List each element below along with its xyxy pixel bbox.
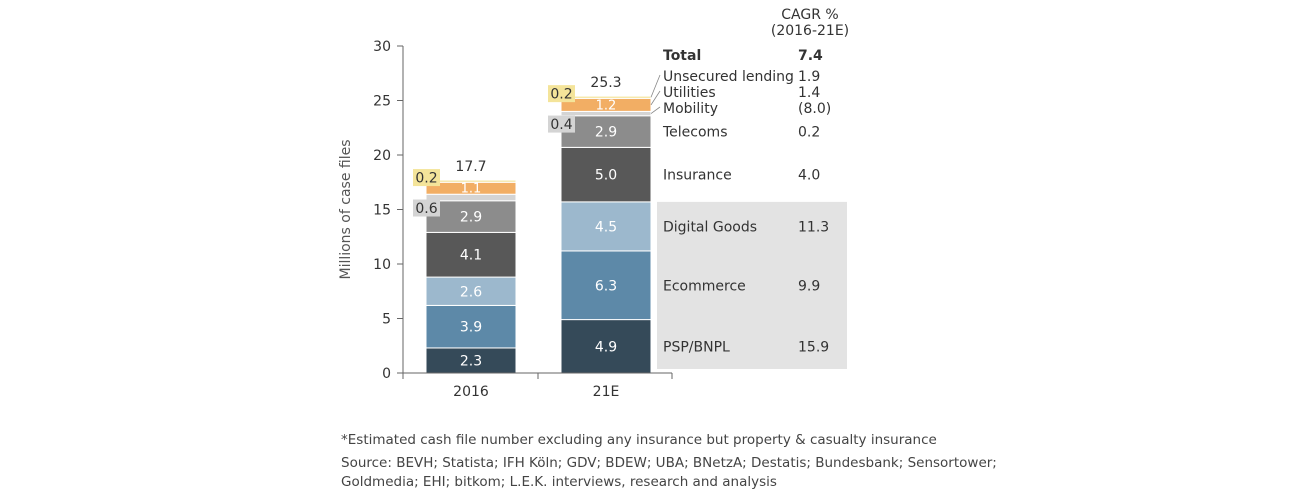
y-axis-label: Millions of case files: [338, 139, 354, 279]
leader-line-unsecured-lending: [650, 74, 661, 98]
footnote-source-line-1: Source: BEVH; Statista; IFH Köln; GDV; B…: [341, 455, 997, 471]
stacked-bar-chart: 17.7 2.3 3.9 2.6 4.1 2.9 1.1 25.3 4.9 6.3 4.5 5.0 2.…: [338, 7, 849, 400]
bar-segment-insurance-21e: [560, 146, 652, 203]
footnote-estimate: *Estimated cash file number excluding an…: [341, 432, 937, 448]
bar-segment-digital-goods-21e: [560, 201, 652, 252]
legend-label-ecommerce: Ecommerce: [663, 278, 746, 294]
callout-label-mobility-2016: 0.6: [415, 201, 437, 217]
legend-label-digital-goods: Digital Goods: [663, 219, 757, 235]
legend-label-mobility: Mobility: [663, 101, 718, 117]
bar-value-label-utilities-21e: 1.2: [596, 98, 617, 113]
footnote-source-line-2: Goldmedia; EHI; bitkom; L.E.K. interview…: [341, 474, 777, 490]
y-tick-label: 5: [382, 312, 391, 328]
bar-segment-telecoms-21e: [560, 115, 652, 148]
bar-value-label-telecoms-2016: 2.9: [460, 210, 482, 226]
cagr-header-line-1: CAGR %: [781, 7, 838, 23]
callout-box-mobility-2016: [413, 199, 440, 217]
legend-cagr-utilities: 1.4: [798, 85, 820, 101]
legend-cagr-digital-goods: 11.3: [798, 219, 829, 235]
bar-segment-psp-bnpl-2016: [425, 347, 517, 374]
bar-total-label-21e: 25.3: [590, 75, 621, 91]
legend-cagr-telecoms: 0.2: [798, 125, 820, 141]
bar-value-label-utilities-2016: 1.1: [461, 182, 482, 197]
bar-value-label-ecommerce-2016: 3.9: [460, 320, 482, 336]
legend-total-cagr: 7.4: [798, 48, 823, 64]
bar-value-label-psp-bnpl-2016: 2.3: [460, 353, 482, 369]
bar-segment-digital-goods-2016: [425, 276, 517, 306]
legend-label-telecoms: Telecoms: [662, 125, 727, 141]
bar-value-label-insurance-21e: 5.0: [595, 168, 617, 184]
legend-cagr-insurance: 4.0: [798, 168, 820, 184]
legend-label-utilities: Utilities: [663, 85, 716, 101]
legend-label-unsecured-lending: Unsecured lending: [663, 69, 794, 85]
callout-label-unsecured-lending-21e: 0.2: [550, 87, 572, 103]
bar-total-label-2016: 17.7: [455, 159, 486, 175]
legend-cagr-mobility: (8.0): [798, 101, 831, 117]
bar-value-label-insurance-2016: 4.1: [460, 248, 482, 264]
cagr-header-line-2: (2016-21E): [771, 23, 849, 39]
y-tick-label: 20: [373, 148, 391, 164]
x-tick-label-21e: 21E: [593, 384, 620, 400]
legend-cagr-psp-bnpl: 15.9: [798, 339, 829, 355]
bar-value-label-psp-bnpl-21e: 4.9: [595, 339, 617, 355]
y-tick-label: 0: [382, 366, 391, 382]
y-tick-label: 10: [373, 257, 391, 273]
callout-label-mobility-21e: 0.4: [550, 117, 572, 133]
y-tick-label: 25: [373, 94, 391, 110]
callout-box-unsecured-lending-21e: [548, 85, 575, 103]
callout-label-unsecured-lending-2016: 0.2: [415, 171, 437, 187]
callout-box-unsecured-lending-2016: [413, 169, 440, 187]
y-tick-label: 30: [373, 39, 391, 55]
leader-line-mobility: [650, 106, 661, 114]
leader-line-utilities: [650, 90, 661, 106]
bar-value-label-telecoms-21e: 2.9: [595, 125, 617, 141]
legend-label-insurance: Insurance: [663, 168, 732, 184]
y-tick-label: 15: [373, 203, 391, 219]
bar-value-label-ecommerce-21e: 6.3: [595, 278, 617, 294]
bar-value-label-digital-goods-2016: 2.6: [460, 284, 482, 300]
legend-label-psp-bnpl: PSP/BNPL: [663, 339, 730, 355]
bar-segment-telecoms-2016: [425, 200, 517, 233]
bar-value-label-digital-goods-21e: 4.5: [595, 219, 617, 235]
legend-total-label: Total: [663, 48, 701, 64]
callout-box-mobility-21e: [548, 115, 575, 133]
x-tick-label-2016: 2016: [453, 384, 489, 400]
bar-segment-insurance-2016: [425, 231, 517, 278]
highlight-box: [657, 201, 847, 369]
legend-cagr-ecommerce: 9.9: [798, 278, 820, 294]
legend-cagr-unsecured-lending: 1.9: [798, 69, 820, 85]
